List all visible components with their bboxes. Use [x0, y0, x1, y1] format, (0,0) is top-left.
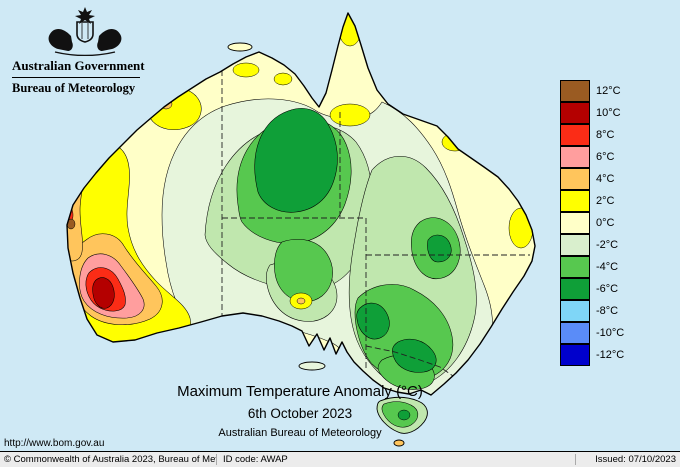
legend-swatch	[560, 211, 590, 234]
legend-swatch	[560, 233, 590, 256]
crest-shield-stripes	[81, 23, 89, 39]
legend-row: 10°C	[560, 101, 624, 124]
legend-row: 8°C	[560, 123, 624, 146]
copyright-text: © Commonwealth of Australia 2023, Bureau…	[0, 454, 217, 465]
map-title: Maximum Temperature Anomaly (°C)	[177, 383, 423, 400]
legend-swatch	[560, 343, 590, 366]
legend-swatch	[560, 101, 590, 124]
legend-label: 0°C	[596, 217, 615, 229]
region-yellow-gulf-country	[329, 103, 371, 127]
region-mid-green-south-australia	[274, 239, 333, 302]
crest-star-icon	[75, 7, 95, 24]
region-yellow-arnhem-spot	[273, 72, 293, 86]
legend-swatch	[560, 79, 590, 102]
crest-kangaroo-icon	[48, 28, 73, 51]
legend-swatch	[560, 123, 590, 146]
legend-swatch	[560, 299, 590, 322]
legend-label: 8°C	[596, 129, 615, 141]
region-brown-sharkbay-speck-1	[67, 198, 71, 214]
region-yellow-darwin-spot	[232, 62, 260, 78]
region-dark-red-southwest-core	[92, 277, 115, 309]
tasmania	[376, 396, 428, 434]
footer-bar: © Commonwealth of Australia 2023, Bureau…	[0, 451, 680, 467]
legend-row: 6°C	[560, 145, 624, 168]
government-header: Australian Government Bureau of Meteorol…	[10, 6, 160, 96]
legend-label: -12°C	[596, 349, 625, 361]
legend-swatch	[560, 277, 590, 300]
legend-row: -8°C	[560, 299, 624, 322]
region-orange-kimberley-spot	[159, 98, 173, 110]
legend-swatch	[560, 145, 590, 168]
region-orange-midwest-coast	[67, 147, 85, 262]
tasmania-dark-green-spot	[397, 409, 411, 421]
melville-island	[227, 42, 253, 52]
legend-row: -2°C	[560, 233, 624, 256]
state-borders	[221, 70, 530, 377]
crest-shield-icon	[76, 21, 94, 43]
legend-swatch	[560, 321, 590, 344]
island-south-of-tasmania	[393, 439, 405, 447]
legend-row: 4°C	[560, 167, 624, 190]
agency-name: Bureau of Meteorology	[12, 81, 136, 95]
legend-row: -12°C	[560, 343, 625, 366]
legend-row: -10°C	[560, 321, 625, 344]
legend-row: 2°C	[560, 189, 624, 212]
issued-date-text: Issued: 07/10/2023	[575, 454, 680, 465]
legend-label: 6°C	[596, 151, 615, 163]
legend-row: -4°C	[560, 255, 624, 278]
legend-row: 0°C	[560, 211, 624, 234]
id-code-text: ID code: AWAP	[223, 454, 288, 465]
region-yellow-capricorn-coast	[508, 207, 534, 249]
gov-title: Australian Government	[12, 58, 145, 73]
temperature-legend: 12°C 10°C 8°C 6°C 4°C 2°C 0°C -2°C -4°C …	[560, 79, 625, 366]
legend-label: 12°C	[596, 85, 621, 97]
legend-label: -6°C	[596, 283, 619, 295]
legend-label: -2°C	[596, 239, 619, 251]
map-title-block: Maximum Temperature Anomaly (°C) 6th Oct…	[110, 383, 490, 439]
region-dark-green-nsw-spot	[356, 302, 390, 340]
region-dark-green-centre-north	[254, 108, 338, 213]
legend-swatch	[560, 167, 590, 190]
header-divider	[12, 77, 140, 78]
legend-swatch	[560, 255, 590, 278]
map-org: Australian Bureau of Meteorology	[218, 427, 382, 439]
legend-label: -10°C	[596, 327, 625, 339]
coat-of-arms-icon	[48, 7, 122, 56]
legend-swatch	[560, 189, 590, 212]
legend-label: 10°C	[596, 107, 621, 119]
region-brown-sharkbay-speck-2	[67, 218, 76, 230]
legend-row: 12°C	[560, 79, 624, 102]
kangaroo-island	[298, 361, 326, 371]
legend-label: -8°C	[596, 305, 619, 317]
legend-label: 2°C	[596, 195, 615, 207]
crest-emu-icon	[97, 28, 122, 51]
region-dark-green-victoria-spot	[392, 338, 437, 373]
map-date: 6th October 2023	[247, 406, 353, 421]
legend-row: -6°C	[560, 277, 624, 300]
region-orange-eyre-dot	[296, 297, 306, 305]
mainland-coastline	[66, 12, 536, 396]
legend-label: -4°C	[596, 261, 619, 273]
legend-label: 4°C	[596, 173, 615, 185]
crest-scroll-icon	[54, 51, 116, 56]
border-nsw-vic	[365, 345, 454, 377]
bom-url: http://www.bom.gov.au	[4, 438, 105, 449]
